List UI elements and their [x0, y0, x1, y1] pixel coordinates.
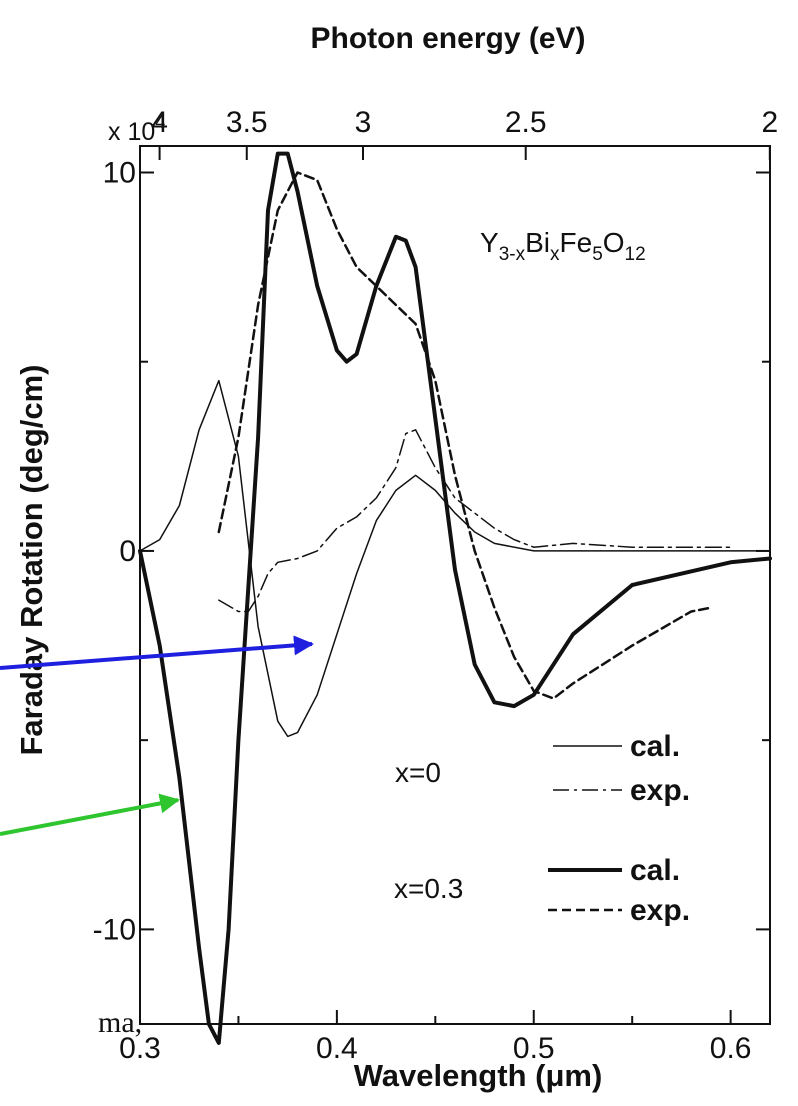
legend-label-x03-exp: exp. — [630, 894, 690, 927]
formula-sub4: 12 — [625, 244, 646, 265]
series-line-x-0-3-cal- — [138, 151, 772, 1045]
series-line-x-0-cal- — [139, 379, 771, 738]
formula-label: Y3-xBixFe5O12 — [480, 227, 646, 265]
y-tick-label: 0 — [119, 535, 136, 568]
series-line-x-0-3-exp- — [217, 171, 713, 700]
formula-sub1: 3-x — [499, 244, 526, 265]
legend-label-x0-cal: cal. — [630, 730, 680, 763]
x-tick-label: 0.4 — [316, 1032, 358, 1065]
legend-group-x03: x=0.3 — [394, 873, 463, 904]
top-tick-label: 2 — [761, 106, 778, 139]
legend: x=0 cal. exp. x=0.3 cal. exp. — [394, 730, 690, 927]
formula-y: Y — [480, 227, 499, 258]
y-axis-title: Faraday Rotation (deg/cm) — [14, 365, 49, 756]
blue-arrow — [0, 635, 314, 670]
tick-labels: 0.3 0.4 0.5 0.6 10 0 -10 4 3.5 3 2.5 2 — [93, 106, 779, 1065]
top-tick-label: 2.5 — [505, 106, 547, 139]
top-axis-title: Photon energy (eV) — [310, 22, 585, 55]
top-tick-label: 3.5 — [226, 106, 268, 139]
legend-group-x0: x=0 — [395, 757, 441, 788]
y-multiplier-exp: 4 — [155, 112, 165, 132]
y-multiplier: x 104 — [108, 112, 165, 146]
x-tick-label: 0.3 — [119, 1032, 161, 1065]
formula-bi: Bi — [525, 227, 550, 258]
legend-label-x03-cal: cal. — [630, 854, 680, 887]
series-group — [138, 151, 772, 1045]
formula-sub2: x — [550, 244, 560, 265]
green-arrow — [0, 793, 180, 836]
formula-fe: Fe — [560, 227, 593, 258]
formula-sub3: 5 — [592, 244, 603, 265]
y-multiplier-base: x 10 — [108, 118, 155, 146]
plot-frame — [139, 145, 771, 1025]
y-tick-label: 10 — [103, 156, 136, 189]
y-tick-label: -10 — [93, 913, 136, 946]
x-tick-label: 0.6 — [710, 1032, 752, 1065]
x-tick-label: 0.5 — [513, 1032, 555, 1065]
top-tick-label: 4 — [151, 106, 168, 139]
cut-off-text: ma, — [98, 1006, 142, 1039]
legend-label-x0-exp: exp. — [630, 774, 690, 807]
x-axis-title: Wavelength (μm) — [354, 1058, 603, 1093]
series-line-x-0-exp- — [218, 429, 732, 613]
top-tick-label: 3 — [355, 106, 372, 139]
formula-o: O — [603, 227, 625, 258]
